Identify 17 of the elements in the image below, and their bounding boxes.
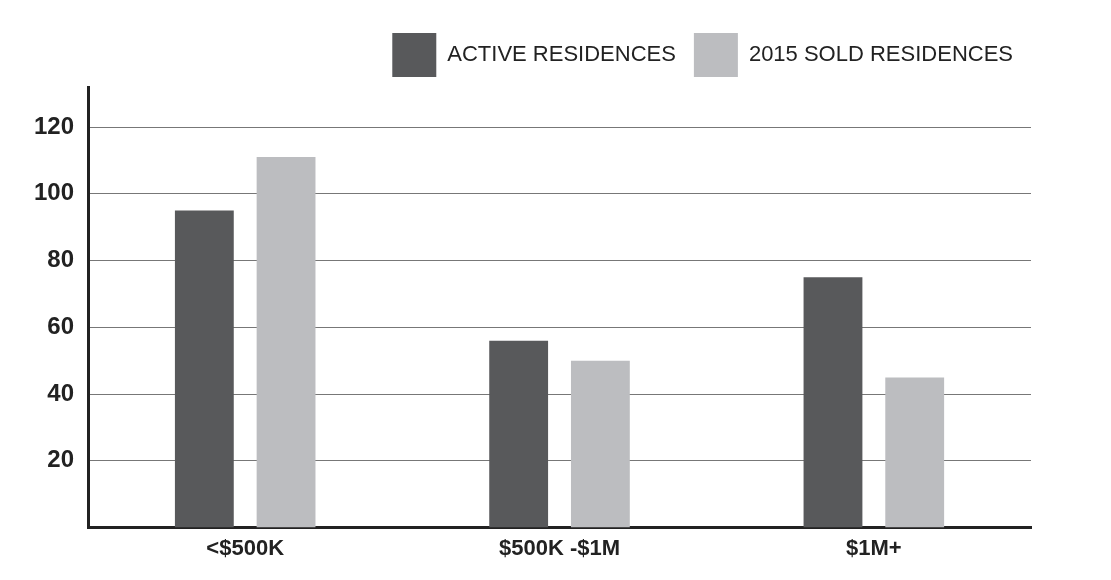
y-tick-label: 120 [34,111,75,139]
legend-label: 2015 SOLD RESIDENCES [748,41,1013,67]
y-tick-label: 60 [47,311,75,339]
bar [803,277,863,528]
x-tick-label: $500K -$1M [498,534,621,560]
x-tick-label: <$500K [206,534,285,560]
y-tick-label: 100 [34,178,75,206]
y-tick-label: 80 [47,245,75,273]
y-tick-label: 20 [47,445,75,473]
x-tick-label: $1M+ [846,534,902,560]
y-tick-label: 40 [47,378,75,406]
legend-label: ACTIVE RESIDENCES [447,41,676,67]
bar [256,157,316,528]
bar [174,210,234,528]
bar [489,340,549,528]
bar [570,360,630,528]
bar [885,377,945,528]
